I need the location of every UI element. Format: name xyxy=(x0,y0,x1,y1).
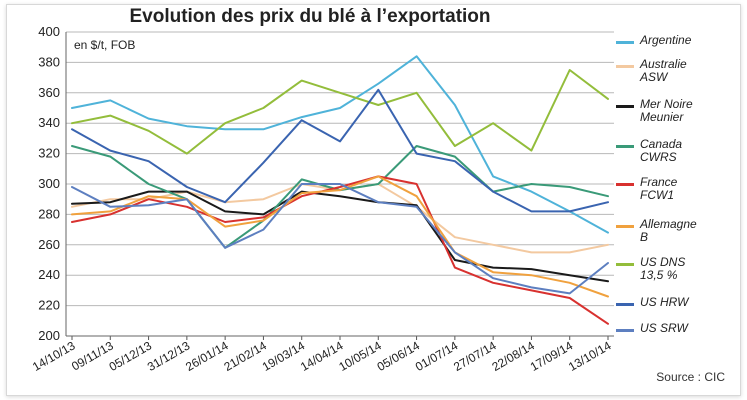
series-line xyxy=(71,69,609,155)
legend-label: Mer Noire Meunier xyxy=(640,97,693,124)
legend-swatch xyxy=(616,145,634,148)
legend-label: US SRW xyxy=(640,321,688,335)
x-tick-label: 27/07/14 xyxy=(451,338,499,374)
x-tick-label: 17/09/14 xyxy=(528,338,576,374)
legend-swatch xyxy=(616,329,634,332)
legend-item: US HRW xyxy=(616,296,688,309)
y-tick-label: 240 xyxy=(38,267,60,282)
legend-item: US SRW xyxy=(616,322,688,335)
legend-swatch xyxy=(616,225,634,228)
legend-swatch xyxy=(616,303,634,306)
y-tick-label: 300 xyxy=(38,176,60,191)
x-tick-label: 19/03/14 xyxy=(260,338,308,374)
x-tick-label: 22/08/14 xyxy=(489,338,537,374)
series-line xyxy=(71,183,609,295)
axes xyxy=(65,32,614,337)
legend-label: US HRW xyxy=(640,295,689,309)
x-tick-label: 14/04/14 xyxy=(298,338,346,374)
y-tick-label: 280 xyxy=(38,206,60,221)
legend-label: US DNS 13,5 % xyxy=(640,255,686,282)
x-tick-label: 09/11/13 xyxy=(69,338,116,373)
series-line xyxy=(71,175,609,298)
x-tick-label: 31/12/13 xyxy=(145,338,193,374)
series-line xyxy=(71,183,609,254)
legend-item: Argentine xyxy=(616,34,691,47)
source-note: Source : CIC xyxy=(656,370,725,384)
chart-title: Evolution des prix du blé à l’exportatio… xyxy=(129,6,491,27)
x-tick-label: 10/05/14 xyxy=(336,338,384,374)
y-tick-label: 400 xyxy=(38,24,60,39)
legend-item: Mer Noire Meunier xyxy=(616,98,693,124)
series-line xyxy=(71,55,609,234)
series-lines xyxy=(71,55,609,325)
x-tick-label: 01/07/14 xyxy=(413,338,461,374)
legend-swatch xyxy=(616,41,634,44)
unit-note: en $/t, FOB xyxy=(74,38,136,52)
x-tick-label: 05/12/13 xyxy=(107,338,155,374)
x-tick-label: 21/02/14 xyxy=(221,338,269,374)
legend-label: France FCW1 xyxy=(640,175,678,202)
legend-item: Allemagne B xyxy=(616,218,697,244)
x-tick-labels: 14/10/1309/11/1305/12/1331/12/1326/01/14… xyxy=(30,336,614,374)
legend-label: Argentine xyxy=(640,33,692,47)
series-line xyxy=(71,175,609,325)
y-tick-labels: 200 220 240 260 280 300 320 340 360 380 400 xyxy=(38,24,60,343)
legend-swatch xyxy=(616,105,634,108)
series-line xyxy=(71,88,609,213)
series-line xyxy=(71,190,609,283)
x-tick-label: 14/10/13 xyxy=(30,338,78,374)
y-tick-label: 380 xyxy=(38,54,60,69)
legend-item: Canada CWRS xyxy=(616,138,682,164)
x-tick-label: 05/06/14 xyxy=(375,338,423,374)
y-tick-label: 260 xyxy=(38,237,60,252)
legend-swatch xyxy=(616,263,634,266)
gridlines xyxy=(66,31,614,337)
y-tick-label: 360 xyxy=(38,85,60,100)
legend-label: Allemagne B xyxy=(640,217,697,244)
y-tick-label: 320 xyxy=(38,146,60,161)
legend-swatch xyxy=(616,65,634,68)
legend-label: Canada CWRS xyxy=(640,137,683,164)
legend-item: US DNS 13,5 % xyxy=(616,256,685,282)
y-tick-label: 340 xyxy=(38,115,60,130)
y-tick-label: 200 xyxy=(38,328,60,343)
legend-item: France FCW1 xyxy=(616,176,677,202)
y-tick-label: 220 xyxy=(38,298,60,313)
legend-swatch xyxy=(616,183,634,186)
legend-item: Australie ASW xyxy=(616,58,687,84)
legend-label: Australie ASW xyxy=(640,57,687,84)
x-tick-label: 13/10/14 xyxy=(566,338,614,374)
x-tick-label: 26/01/14 xyxy=(183,338,231,374)
